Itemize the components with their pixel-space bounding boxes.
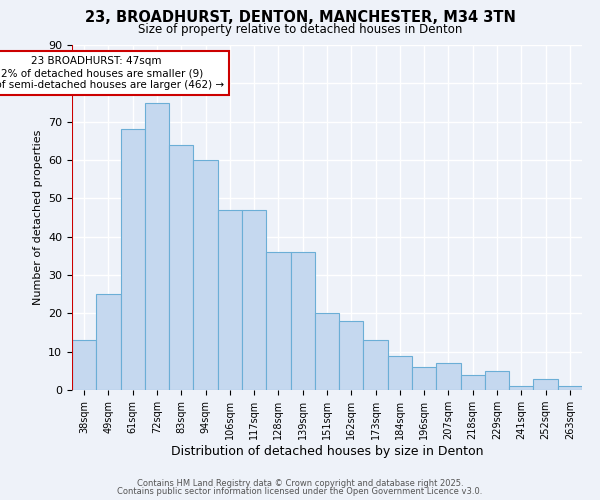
Bar [121,130,145,390]
Bar [558,386,582,390]
Text: Contains HM Land Registry data © Crown copyright and database right 2025.: Contains HM Land Registry data © Crown c… [137,478,463,488]
Bar [485,371,509,390]
Bar [509,386,533,390]
Bar [533,378,558,390]
Text: Size of property relative to detached houses in Denton: Size of property relative to detached ho… [138,22,462,36]
Bar [339,321,364,390]
Bar [218,210,242,390]
Text: 23 BROADHURST: 47sqm
← 2% of detached houses are smaller (9)
97% of semi-detache: 23 BROADHURST: 47sqm ← 2% of detached ho… [0,56,224,90]
Text: Contains public sector information licensed under the Open Government Licence v3: Contains public sector information licen… [118,487,482,496]
Bar [96,294,121,390]
Bar [364,340,388,390]
Y-axis label: Number of detached properties: Number of detached properties [32,130,43,305]
Bar [315,314,339,390]
Bar [461,374,485,390]
Text: 23, BROADHURST, DENTON, MANCHESTER, M34 3TN: 23, BROADHURST, DENTON, MANCHESTER, M34 … [85,10,515,25]
X-axis label: Distribution of detached houses by size in Denton: Distribution of detached houses by size … [171,445,483,458]
Bar [266,252,290,390]
Bar [145,102,169,390]
Bar [193,160,218,390]
Bar [169,144,193,390]
Bar [290,252,315,390]
Bar [242,210,266,390]
Bar [436,363,461,390]
Bar [388,356,412,390]
Bar [72,340,96,390]
Bar [412,367,436,390]
